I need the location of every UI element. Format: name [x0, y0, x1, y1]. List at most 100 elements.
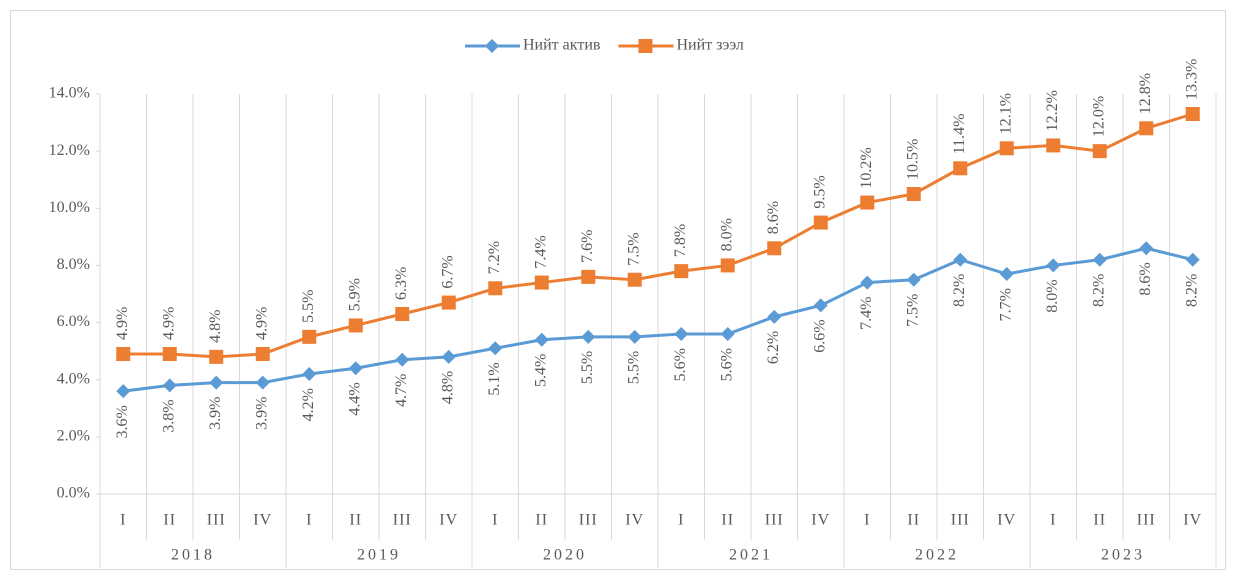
marker [627, 329, 642, 344]
marker [906, 187, 921, 201]
marker [720, 327, 735, 341]
x-tick-label: II [721, 512, 734, 529]
group-label: 2018 [171, 547, 215, 564]
marker [767, 309, 782, 324]
y-tick-label: 10.0% [49, 199, 90, 216]
y-tick-label: 2.0% [57, 428, 90, 445]
y-tick-label: 8.0% [57, 256, 90, 273]
data-label: 7.5% [904, 294, 921, 327]
data-label: 8.0% [1044, 279, 1061, 312]
marker [302, 329, 317, 344]
marker [162, 378, 177, 393]
marker [813, 215, 828, 230]
series-line [123, 246, 1194, 393]
data-label: 9.5% [811, 175, 828, 208]
group-label: 2019 [357, 547, 401, 564]
data-label: 7.7% [997, 288, 1014, 321]
marker [581, 269, 596, 284]
marker [1139, 121, 1154, 136]
marker [953, 252, 968, 267]
marker [906, 272, 921, 287]
data-label: 5.5% [625, 351, 642, 384]
marker [1092, 144, 1107, 159]
x-tick-label: IV [811, 512, 830, 529]
marker [116, 347, 131, 361]
data-label: 5.6% [718, 348, 735, 381]
marker [395, 307, 410, 321]
x-tick-label: III [1137, 512, 1156, 529]
x-tick-label: III [393, 512, 412, 529]
data-label: 4.9% [114, 307, 131, 340]
marker [1185, 107, 1200, 121]
data-label: 6.2% [765, 331, 782, 364]
data-label: 12.2% [1044, 90, 1061, 131]
data-label: 3.6% [114, 405, 131, 438]
data-label: 13.3% [1183, 59, 1200, 100]
marker [116, 384, 131, 399]
x-tick-label: I [120, 512, 126, 529]
data-label: 8.6% [765, 201, 782, 234]
data-label: 6.6% [811, 319, 828, 352]
data-label: 7.8% [672, 224, 689, 257]
legend-label: Нийт актив [523, 37, 601, 54]
group-label: 2021 [729, 547, 773, 564]
marker [395, 352, 410, 367]
marker [813, 298, 828, 313]
data-label: 8.2% [951, 274, 968, 307]
marker [767, 241, 782, 256]
data-label: 4.8% [207, 310, 224, 343]
data-label: 12.8% [1137, 73, 1154, 114]
data-label: 12.1% [997, 93, 1014, 134]
data-label: 4.8% [439, 371, 456, 404]
marker [485, 39, 499, 53]
legend-label: Нийт зээл [676, 37, 743, 54]
data-label: 7.6% [579, 230, 596, 263]
x-tick-label: II [907, 512, 920, 529]
y-tick-label: 0.0% [57, 485, 90, 502]
marker [255, 375, 270, 390]
marker [860, 275, 875, 290]
x-tick-label: IV [1183, 512, 1202, 529]
chart-border [10, 10, 1226, 570]
data-label: 7.2% [486, 241, 503, 274]
x-tick-label: III [207, 512, 226, 529]
marker [1046, 258, 1061, 273]
marker [534, 332, 549, 347]
data-label: 8.2% [1183, 274, 1200, 307]
group-label: 2020 [543, 547, 587, 564]
x-tick-label: IV [253, 512, 272, 529]
data-label: 6.3% [393, 267, 410, 300]
x-tick-label: IV [997, 512, 1016, 529]
marker [581, 329, 596, 344]
data-label: 4.2% [300, 388, 317, 421]
marker [255, 347, 270, 361]
x-tick-label: II [163, 512, 176, 529]
data-label: 7.4% [532, 235, 549, 268]
y-tick-label: 14.0% [49, 85, 90, 102]
data-label: 5.5% [300, 290, 317, 323]
data-label: 5.5% [579, 351, 596, 384]
marker [1185, 252, 1200, 267]
marker [534, 275, 549, 290]
y-tick-label: 4.0% [57, 370, 90, 387]
marker [860, 195, 875, 210]
x-tick-label: I [306, 512, 312, 529]
marker [441, 349, 456, 364]
data-label: 4.4% [346, 382, 363, 415]
data-label: 5.6% [672, 348, 689, 381]
data-label: 8.2% [1090, 274, 1107, 307]
y-tick-label: 12.0% [49, 142, 90, 159]
data-label: 3.9% [253, 397, 270, 430]
marker [1092, 252, 1107, 267]
marker [441, 295, 456, 310]
x-tick-label: I [492, 512, 498, 529]
marker [674, 327, 689, 341]
marker [674, 264, 689, 279]
marker [162, 347, 177, 361]
series-line [123, 112, 1194, 359]
marker [348, 318, 363, 333]
data-label: 3.8% [160, 399, 177, 432]
data-label: 4.9% [160, 307, 177, 340]
data-label: 6.7% [439, 255, 456, 288]
